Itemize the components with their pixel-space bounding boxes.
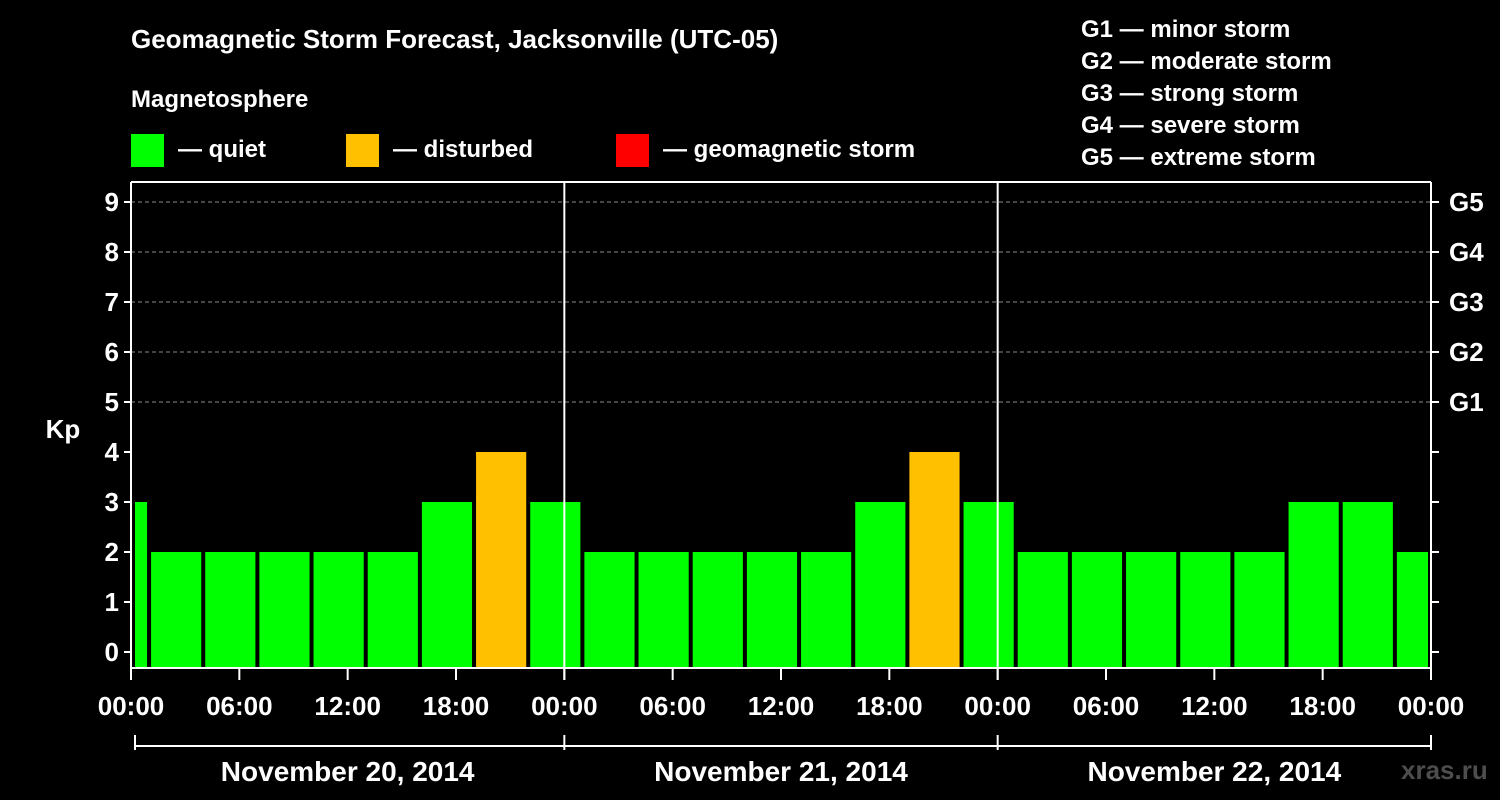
x-tick-label: 00:00 — [964, 691, 1031, 721]
kp-bar — [367, 552, 418, 668]
legend-item-storm: — geomagnetic storm — [616, 133, 915, 167]
kp-bar — [476, 452, 527, 668]
kp-bar — [530, 502, 581, 668]
day-label: November 21, 2014 — [654, 756, 908, 787]
day-label: November 22, 2014 — [1087, 756, 1341, 787]
x-tick-label: 00:00 — [1398, 691, 1465, 721]
kp-bar — [638, 552, 689, 668]
y-tick-label: 6 — [105, 337, 119, 367]
kp-bar — [151, 552, 202, 668]
legend-swatch-storm — [616, 133, 649, 167]
kp-bar — [692, 552, 743, 668]
chart-title: Geomagnetic Storm Forecast, Jacksonville… — [131, 24, 779, 54]
legend-label-disturbed: — disturbed — [393, 136, 534, 163]
x-tick-label: 12:00 — [748, 691, 815, 721]
kp-bar — [909, 452, 960, 668]
kp-bar — [1234, 552, 1285, 668]
legend-label-quiet: — quiet — [178, 136, 266, 163]
y-tick-label: 3 — [105, 487, 119, 517]
x-tick-label: 12:00 — [314, 691, 381, 721]
g-level-2: G2 — moderate storm — [1081, 48, 1332, 75]
legend-item-quiet: — quiet — [131, 133, 266, 167]
x-tick-label: 00:00 — [98, 691, 165, 721]
kp-bar — [584, 552, 635, 668]
x-tick-label: 06:00 — [639, 691, 706, 721]
y-tick-label: 4 — [105, 437, 120, 467]
g-level-4: G4 — severe storm — [1081, 112, 1300, 139]
legend-swatch-quiet — [131, 133, 164, 167]
kp-bar — [313, 552, 364, 668]
kp-bar — [205, 552, 256, 668]
kp-bar — [855, 502, 906, 668]
g-level-legend: G1 — minor storm G2 — moderate storm G3 … — [1081, 14, 1332, 174]
y-tick-label: 2 — [105, 537, 119, 567]
kp-bar — [746, 552, 798, 668]
x-tick-label: 06:00 — [1073, 691, 1140, 721]
g-level-1: G1 — minor storm — [1081, 16, 1291, 43]
kp-bar — [801, 552, 852, 668]
kp-bar — [421, 502, 473, 668]
y-tick-label: 1 — [105, 587, 119, 617]
kp-bar — [259, 552, 310, 668]
kp-bar — [1126, 552, 1177, 668]
x-tick-label: 00:00 — [531, 691, 598, 721]
day-label: November 20, 2014 — [221, 756, 475, 787]
kp-bar — [1342, 502, 1393, 668]
g-scale-label: G5 — [1449, 187, 1484, 217]
g-level-5: G5 — extreme storm — [1081, 144, 1316, 171]
legend-item-disturbed: — disturbed — [346, 133, 533, 167]
g-scale-label: G1 — [1449, 387, 1484, 417]
axes: 0 1 2 3 4 5 6 7 8 9 G1 G2 G3 G4 G5 00:00 06:00 12:00 18:00… — [98, 187, 1484, 787]
y-axis-label: Kp — [46, 414, 81, 444]
x-tick-label: 18:00 — [423, 691, 490, 721]
kp-bar — [1288, 502, 1339, 668]
g-scale-label: G4 — [1449, 237, 1484, 267]
x-tick-label: 18:00 — [1289, 691, 1356, 721]
y-tick-label: 5 — [105, 387, 119, 417]
kp-bar — [1017, 552, 1068, 668]
legend-label-storm: — geomagnetic storm — [663, 136, 916, 163]
g-scale-label: G2 — [1449, 337, 1484, 367]
g-level-3: G3 — strong storm — [1081, 80, 1299, 107]
y-tick-label: 0 — [105, 637, 119, 667]
g-scale-label: G3 — [1449, 287, 1484, 317]
kp-bar — [1180, 552, 1231, 668]
grid-lines — [131, 201, 1431, 403]
y-tick-label: 8 — [105, 237, 119, 267]
bars — [135, 452, 1428, 668]
x-tick-label: 06:00 — [206, 691, 273, 721]
y-tick-label: 7 — [105, 287, 119, 317]
magnetosphere-label: Magnetosphere — [131, 86, 309, 113]
x-tick-label: 12:00 — [1181, 691, 1248, 721]
legend-swatch-disturbed — [346, 133, 379, 167]
kp-bar — [1071, 552, 1123, 668]
kp-bar — [963, 502, 1014, 668]
kp-bar — [1396, 552, 1428, 668]
y-tick-label: 9 — [105, 187, 119, 217]
x-tick-label: 18:00 — [856, 691, 923, 721]
watermark: xras.ru — [1401, 755, 1488, 785]
kp-bar — [135, 502, 148, 668]
